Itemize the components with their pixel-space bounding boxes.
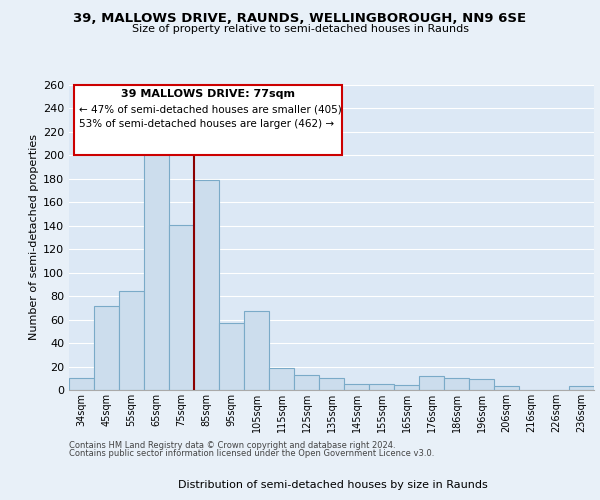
Bar	[219, 323, 244, 390]
Bar	[319, 378, 344, 390]
Bar	[369, 384, 394, 390]
Bar	[494, 386, 519, 390]
Bar	[419, 376, 444, 390]
Text: 39 MALLOWS DRIVE: 77sqm: 39 MALLOWS DRIVE: 77sqm	[121, 89, 295, 99]
Bar	[569, 386, 594, 390]
Bar	[144, 139, 169, 390]
Bar	[294, 375, 319, 390]
Text: Contains public sector information licensed under the Open Government Licence v3: Contains public sector information licen…	[69, 448, 434, 458]
Bar	[344, 384, 369, 390]
Bar	[119, 292, 144, 390]
Y-axis label: Number of semi-detached properties: Number of semi-detached properties	[29, 134, 39, 340]
Bar	[444, 378, 469, 390]
Bar	[469, 380, 494, 390]
Bar	[394, 386, 419, 390]
Text: Size of property relative to semi-detached houses in Raunds: Size of property relative to semi-detach…	[131, 24, 469, 34]
Bar	[244, 312, 269, 390]
Bar	[69, 378, 94, 390]
Bar	[94, 306, 119, 390]
Text: Contains HM Land Registry data © Crown copyright and database right 2024.: Contains HM Land Registry data © Crown c…	[69, 441, 395, 450]
Text: ← 47% of semi-detached houses are smaller (405): ← 47% of semi-detached houses are smalle…	[79, 104, 342, 114]
Text: 39, MALLOWS DRIVE, RAUNDS, WELLINGBOROUGH, NN9 6SE: 39, MALLOWS DRIVE, RAUNDS, WELLINGBOROUG…	[73, 12, 527, 26]
Bar	[269, 368, 294, 390]
Bar	[169, 224, 194, 390]
Text: 53% of semi-detached houses are larger (462) →: 53% of semi-detached houses are larger (…	[79, 119, 334, 129]
Bar	[194, 180, 219, 390]
Text: Distribution of semi-detached houses by size in Raunds: Distribution of semi-detached houses by …	[178, 480, 488, 490]
